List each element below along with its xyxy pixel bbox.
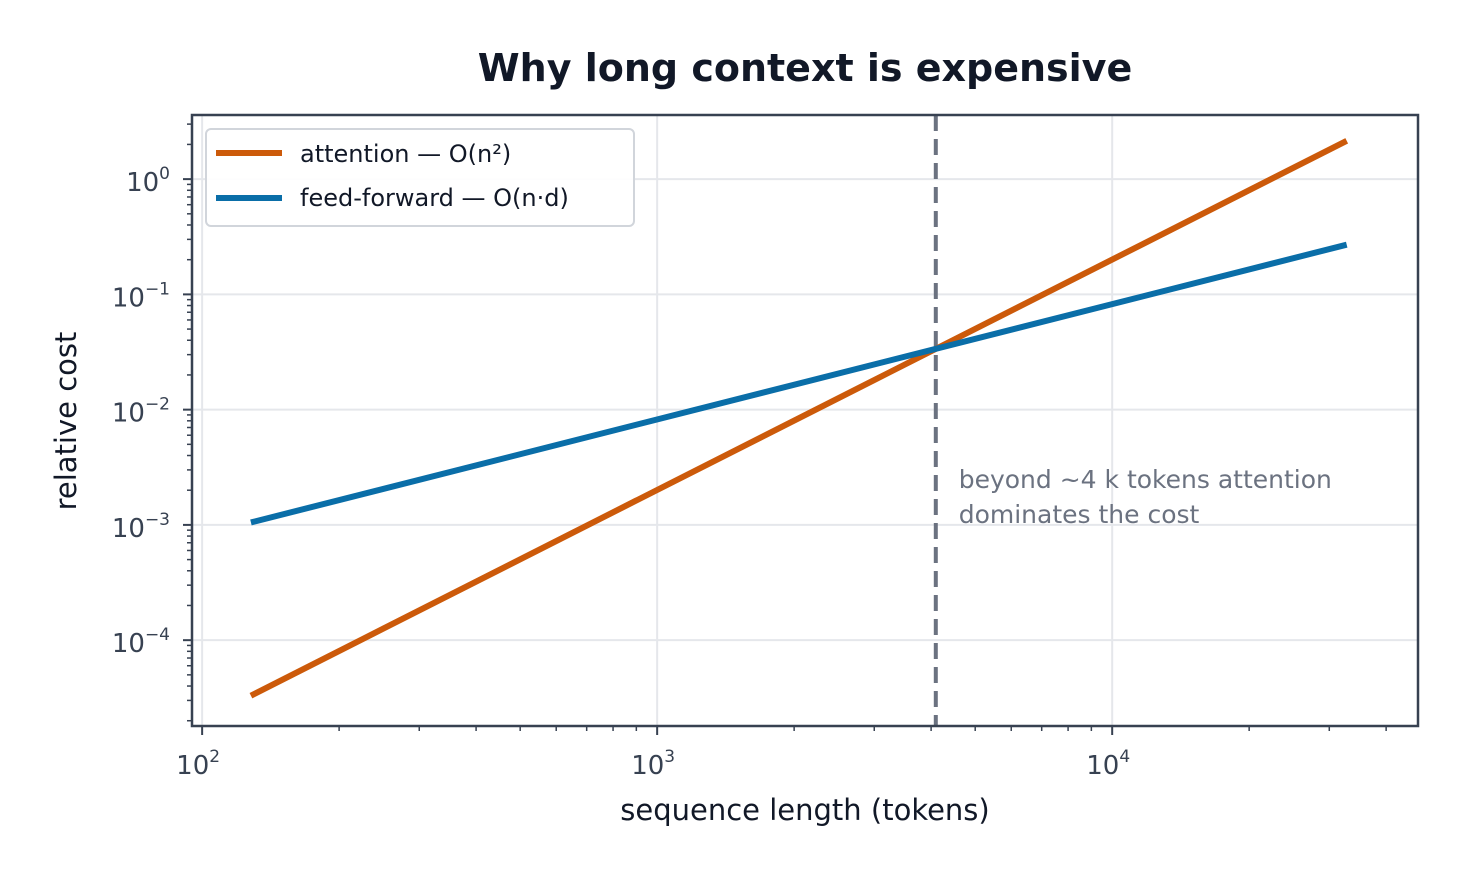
x-tick-label: 104 — [1086, 747, 1130, 781]
annotation-line-1: beyond ~4 k tokens attention — [959, 465, 1332, 494]
plot-frame — [190, 113, 1420, 728]
legend-box — [205, 128, 635, 227]
x-axis-label: sequence length (tokens) — [620, 793, 989, 827]
axis-ticks: 102 103 104 10−4 10−3 10−2 10−1 100 — [112, 123, 1387, 781]
y-tick-label: 10−3 — [112, 510, 170, 544]
legend: attention — O(n²) feed-forward — O(n·d) — [205, 128, 635, 227]
plot-lines — [249, 115, 1349, 726]
series-line-attention — [249, 138, 1349, 699]
series-line-feed-forward — [250, 241, 1348, 526]
annotation-line-2: dominates the cost — [959, 500, 1200, 529]
annotation: beyond ~4 k tokens attention dominates t… — [959, 465, 1332, 529]
y-tick-label: 10−2 — [112, 395, 170, 429]
grid — [192, 115, 1418, 726]
y-tick-label: 100 — [126, 164, 170, 198]
x-tick-label: 102 — [176, 747, 220, 781]
y-axis-label: relative cost — [49, 332, 83, 511]
legend-label-feed-forward: feed-forward — O(n·d) — [300, 184, 569, 212]
x-tick-label: 103 — [631, 747, 675, 781]
y-tick-label: 10−4 — [112, 625, 170, 659]
chart-title: Why long context is expensive — [478, 46, 1132, 90]
legend-label-attention: attention — O(n²) — [300, 140, 511, 168]
y-tick-label: 10−1 — [112, 279, 170, 313]
